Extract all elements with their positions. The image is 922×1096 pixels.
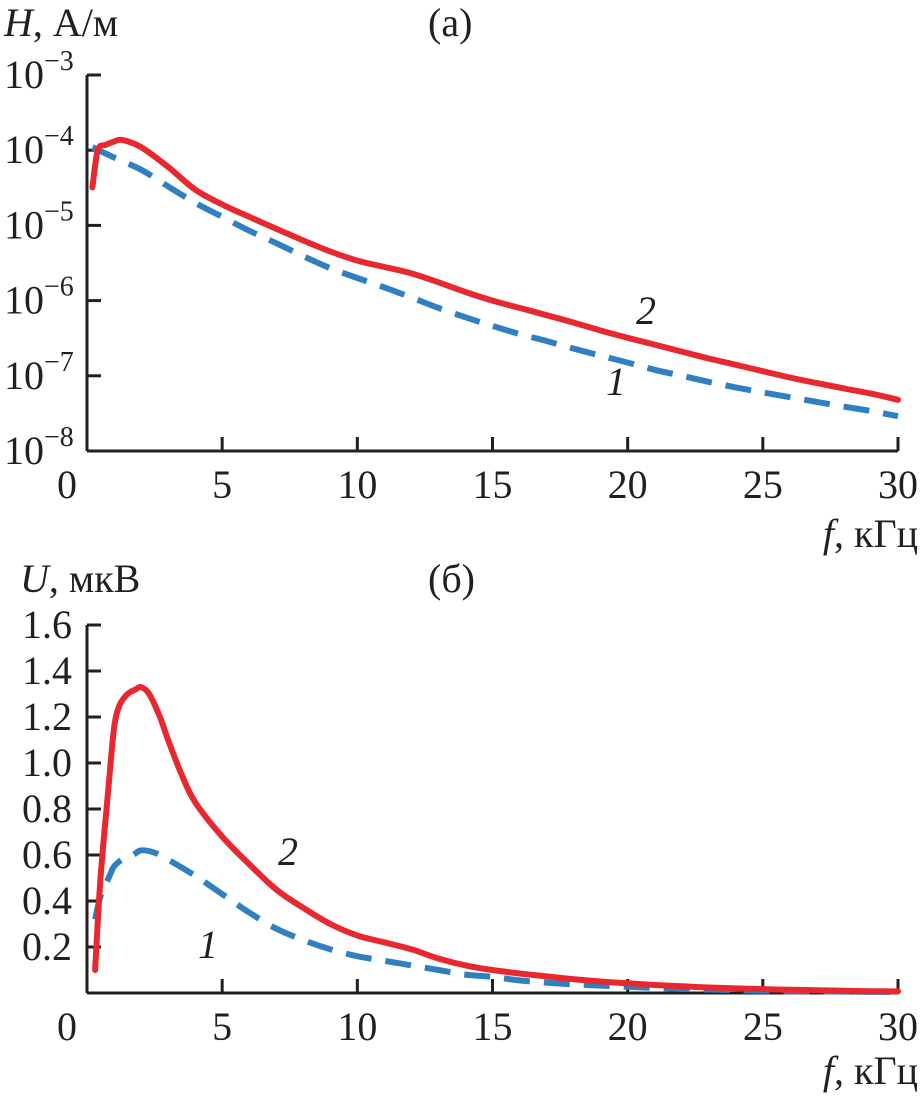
curve-label-1-b: 1	[198, 922, 218, 967]
y-axis-unit-b: , мкВ	[49, 556, 140, 601]
x-tick-label-b: 0	[57, 1004, 77, 1049]
y-tick-label-b: 0.6	[22, 832, 72, 877]
x-tick-label-a: 10	[337, 462, 377, 507]
y-tick-label-a: 10−4	[4, 121, 74, 172]
x-axis-unit-a: , кГц	[834, 511, 918, 556]
x-axis-title-a: f, кГц	[823, 511, 918, 556]
y-tick-label-a: 10−3	[4, 46, 74, 97]
x-tick-label-a: 20	[608, 462, 648, 507]
series-group-a	[89, 136, 901, 420]
y-tick-label-a: 10−6	[4, 272, 74, 323]
x-tick-label-b: 30	[878, 1004, 918, 1049]
chart-panel-a: H, А/м (a) f, кГц 0 5 10 15 20 25 30 10−3 10−4 10…	[3, 0, 918, 556]
y-tick-label-a: 10−5	[4, 196, 74, 247]
y-axis-title-a: H, А/м	[3, 0, 118, 45]
y-axis-unit-a: , А/м	[33, 0, 118, 45]
y-tick-label-b: 1.0	[22, 740, 72, 785]
y-axis-symbol-b: U	[20, 556, 52, 601]
y-tick-label-b: 1.4	[22, 648, 72, 693]
panel-label-b: (б)	[428, 556, 475, 601]
x-tick-label-b: 5	[212, 1004, 232, 1049]
panel-label-a: (a)	[428, 0, 472, 45]
series-2-line-b	[92, 683, 901, 995]
x-tick-label-b: 20	[608, 1004, 648, 1049]
y-tick-label-b: 1.2	[22, 694, 72, 739]
series-group-b	[92, 683, 901, 996]
y-tick-label-b: 0.2	[22, 924, 72, 969]
axes-b: 0 5 10 15 20 25 30 0.20.40.60.81.01.21.41.6	[22, 602, 918, 1049]
x-axis-title-b: f, кГц	[823, 1048, 918, 1093]
x-tick-label-a: 25	[743, 462, 783, 507]
x-tick-label-b: 15	[473, 1004, 513, 1049]
series-1-line-b	[92, 847, 899, 996]
x-tick-label-b: 25	[743, 1004, 783, 1049]
series-2-line-a	[89, 136, 901, 403]
y-tick-label-b: 1.6	[22, 602, 72, 647]
x-tick-label-b: 10	[337, 1004, 377, 1049]
x-axis-unit-b: , кГц	[834, 1048, 918, 1093]
y-tick-label-b: 0.4	[22, 878, 72, 923]
x-tick-label-a: 30	[878, 462, 918, 507]
curve-label-2-a: 2	[636, 288, 656, 333]
y-tick-label-b: 0.8	[22, 786, 72, 831]
y-axis-title-b: U, мкВ	[20, 556, 140, 601]
y-axis-symbol-a: H	[3, 0, 35, 45]
chart-panel-b: U, мкВ (б) f, кГц 0 5 10 15 20 25 30 0.20.40.60…	[20, 556, 918, 1093]
x-tick-label-a: 0	[57, 462, 77, 507]
x-tick-label-a: 15	[473, 462, 513, 507]
curve-label-2-b: 2	[278, 829, 298, 874]
axes-a: 0 5 10 15 20 25 30 10−3 10−4 10−5 10−6 10−7 10−8	[4, 46, 918, 507]
y-tick-label-a: 10−7	[4, 347, 74, 398]
y-tick-label-a: 10−8	[4, 422, 74, 473]
curve-label-1-a: 1	[606, 359, 626, 404]
x-tick-label-a: 5	[212, 462, 232, 507]
